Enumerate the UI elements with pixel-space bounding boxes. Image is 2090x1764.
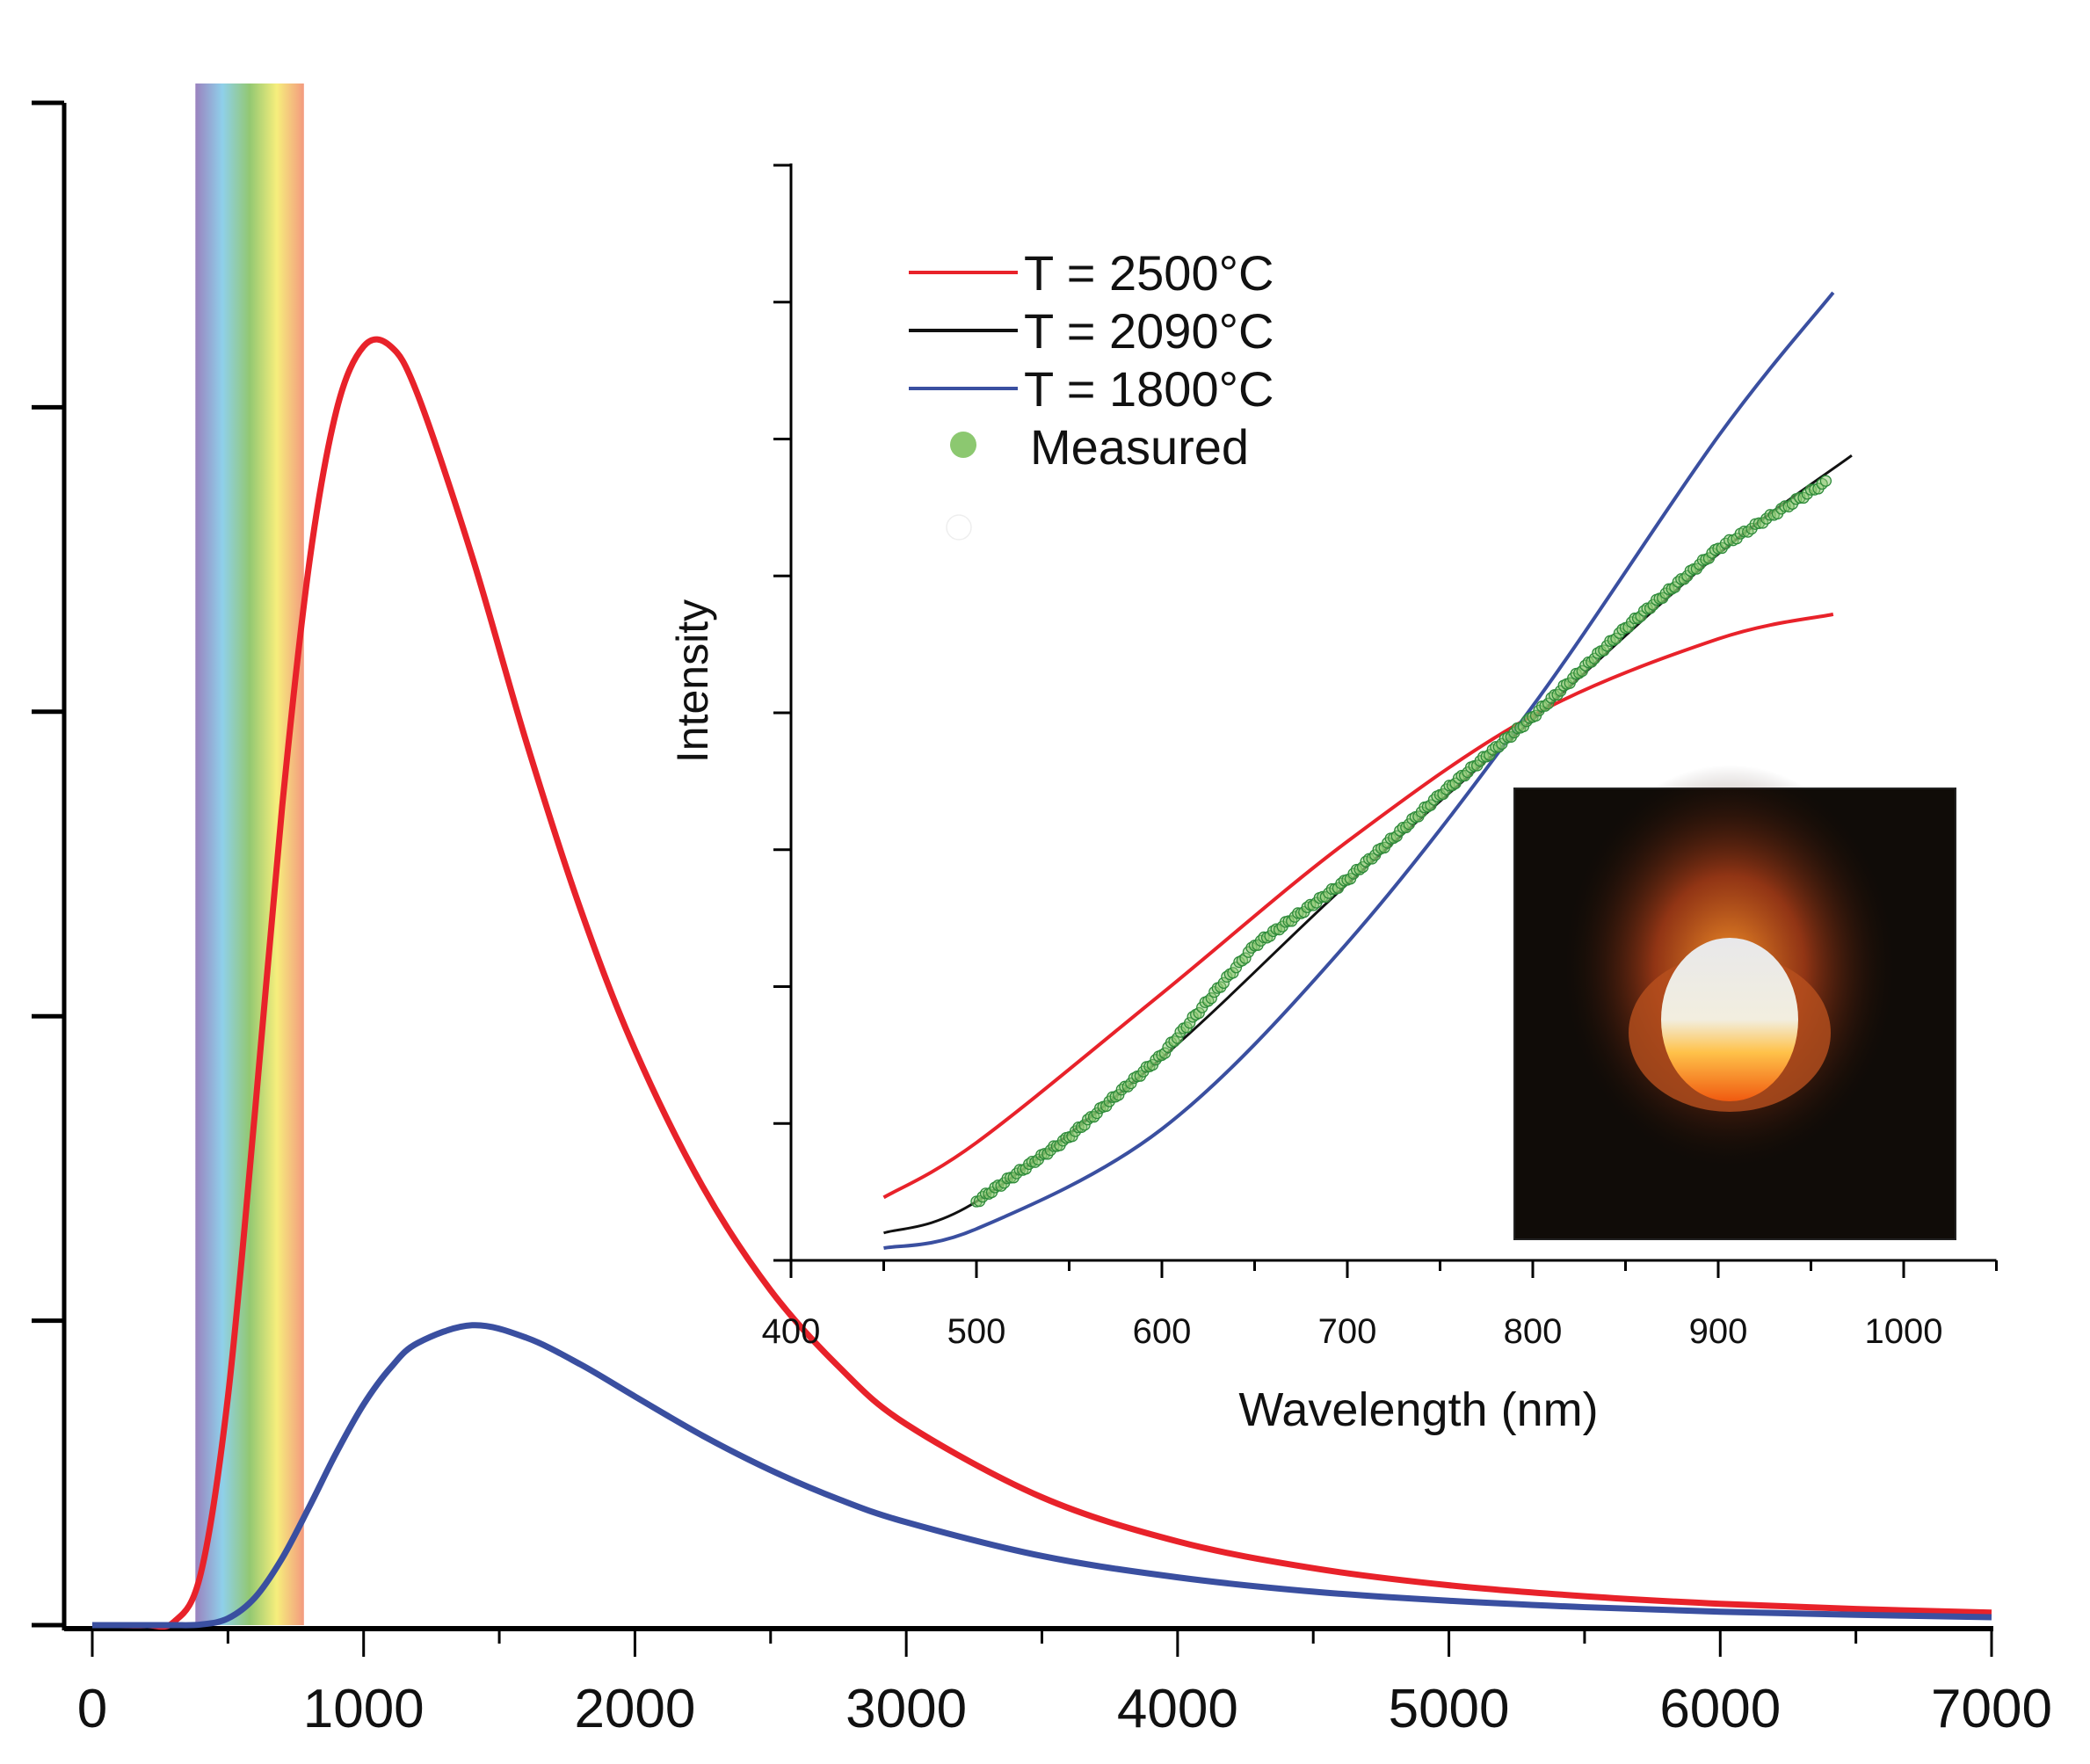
measured-point — [1819, 475, 1832, 487]
inset-x-tick-label: 400 — [762, 1312, 821, 1351]
measured-points — [970, 475, 1832, 1208]
curve-1800c — [883, 291, 1835, 1250]
legend-label: T = 2090°C — [1024, 303, 1274, 359]
x-tick-label: 3000 — [845, 1679, 967, 1739]
inset-x-axis-label: Wavelength (nm) — [1238, 1383, 1598, 1436]
curve-1800c — [92, 1322, 1992, 1629]
legend-label: Measured — [1030, 419, 1249, 475]
main-plot: 0 1000 2000 3000 4000 5000 6000 7000 — [32, 83, 2052, 1739]
x-tick-label: 0 — [77, 1679, 107, 1739]
inset-plot: 400 500 600 700 800 900 1000 Wavelength (nm) Int… — [668, 163, 1998, 1436]
x-tick-label: 2000 — [574, 1679, 695, 1739]
x-tick-label: 5000 — [1389, 1679, 1510, 1739]
inset-x-tick-label: 900 — [1689, 1312, 1748, 1351]
inset-x-tick-label: 600 — [1133, 1312, 1192, 1351]
incandescent-sphere-photo — [1513, 765, 1956, 1240]
x-tick-label: 4000 — [1117, 1679, 1238, 1739]
legend-label: T = 1800°C — [1024, 361, 1274, 417]
photo-sphere — [1661, 938, 1798, 1101]
inset-x-tick-label: 700 — [1318, 1312, 1377, 1351]
inset-y-axis-label: Intensity — [668, 599, 717, 763]
legend-marker-measured — [950, 432, 976, 458]
legend-empty-marker — [946, 514, 972, 541]
inset-x-tick-label: 800 — [1504, 1312, 1563, 1351]
legend-label: T = 2500°C — [1024, 245, 1274, 301]
curve-2500c — [92, 336, 1992, 1630]
visible-spectrum-band — [195, 83, 304, 1625]
inset-x-tick-label: 500 — [947, 1312, 1006, 1351]
curve-2500c — [882, 612, 1834, 1200]
x-tick-label: 7000 — [1931, 1679, 2052, 1739]
x-tick-label: 6000 — [1659, 1679, 1781, 1739]
x-tick-label: 1000 — [303, 1679, 425, 1739]
inset-x-tick-label: 1000 — [1865, 1312, 1943, 1351]
